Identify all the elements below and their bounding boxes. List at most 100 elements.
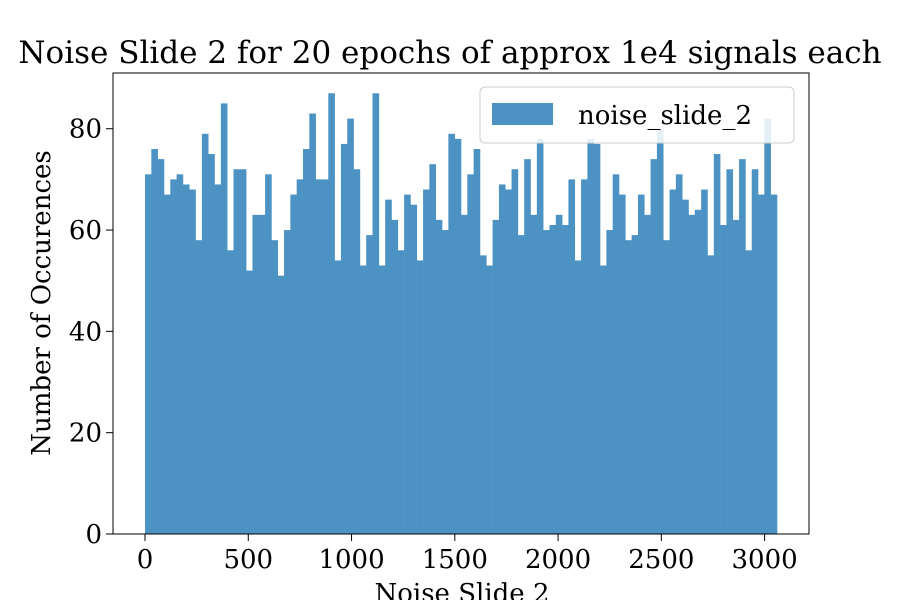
histogram-bar [745, 250, 753, 535]
histogram-bar [303, 148, 310, 534]
histogram-bar [233, 169, 241, 534]
histogram-bar [461, 214, 468, 534]
histogram-bar [435, 219, 443, 534]
histogram-bar [536, 138, 544, 534]
histogram-bar [751, 169, 759, 534]
histogram-bar [770, 194, 778, 535]
histogram-bar [227, 250, 234, 535]
histogram-bar [385, 199, 392, 534]
histogram-bar [391, 219, 399, 534]
histogram-bar [492, 219, 500, 534]
histogram-bar [258, 214, 266, 534]
histogram-bar [644, 214, 651, 534]
histogram-bar [543, 230, 550, 535]
histogram-bar [549, 224, 557, 534]
histogram-bar [290, 194, 297, 535]
histogram-bar [713, 154, 721, 535]
histogram-bar [296, 179, 304, 534]
histogram-bar [688, 214, 696, 534]
histogram-bar [618, 194, 626, 535]
histogram-bar [284, 230, 291, 535]
histogram-bar [473, 148, 481, 534]
legend-label: noise_slide_2 [578, 101, 752, 131]
histogram-bar [581, 179, 588, 534]
histogram-bars [145, 93, 778, 535]
y-tick-label: 60 [69, 216, 102, 246]
histogram-bar [637, 194, 645, 535]
histogram-bar [309, 113, 316, 535]
histogram-bar [486, 265, 493, 534]
histogram-bar [214, 184, 222, 534]
x-axis: 0 500 1000 1500 2000 2500 3000 [137, 534, 798, 575]
histogram-bar [334, 260, 342, 534]
y-tick-label: 0 [85, 520, 102, 550]
histogram-bar [568, 179, 576, 534]
histogram-bar [442, 230, 449, 535]
histogram-bar [397, 250, 405, 535]
y-tick-label: 80 [69, 115, 102, 145]
histogram-bar [359, 265, 367, 534]
histogram-bar [429, 164, 437, 534]
histogram-bar [448, 133, 455, 535]
histogram-bar [277, 275, 285, 534]
histogram-bar [574, 260, 582, 534]
histogram-bar [404, 194, 411, 535]
histogram-bar [416, 260, 424, 534]
histogram-bar [631, 235, 639, 534]
histogram-bar [612, 174, 620, 535]
histogram-bar [145, 174, 152, 535]
histogram-bar [694, 209, 702, 534]
histogram-bar [157, 159, 165, 534]
histogram-bar [663, 240, 670, 534]
histogram-bar [656, 128, 664, 534]
y-axis: 0 20 40 60 80 [69, 115, 113, 550]
x-tick-label: 1500 [422, 545, 488, 575]
histogram-bar [151, 148, 158, 534]
histogram-bar [328, 93, 335, 534]
histogram-bar [587, 138, 595, 534]
histogram-bar [182, 184, 190, 534]
legend-box [479, 86, 795, 144]
histogram-bar [511, 169, 519, 534]
histogram-bar [739, 159, 746, 534]
histogram-bar [600, 265, 607, 534]
histogram-bar [562, 224, 569, 534]
histogram-bar [732, 219, 740, 534]
chart-title: Noise Slide 2 for 20 epochs of approx 1e… [18, 35, 881, 71]
histogram-bar [265, 174, 272, 535]
legend: noise_slide_2 [479, 86, 795, 144]
legend-swatch [492, 103, 553, 125]
histogram-bar [720, 224, 727, 534]
x-tick-label: 500 [223, 545, 273, 575]
histogram-bar [524, 159, 531, 534]
histogram-bar [366, 235, 373, 534]
histogram-bar [675, 174, 683, 535]
y-axis-label: Number of Occurences [27, 150, 57, 455]
histogram-bar [201, 133, 209, 535]
histogram-bar [410, 204, 418, 534]
y-tick-label: 40 [69, 317, 102, 347]
histogram-bar [321, 179, 329, 534]
histogram-bar [701, 189, 708, 534]
histogram-bar [372, 93, 380, 534]
histogram-bar [163, 194, 171, 535]
histogram-bar [195, 240, 203, 534]
histogram-bar [682, 199, 689, 534]
histogram-bar [467, 174, 474, 535]
x-axis-label: Noise Slide 2 [375, 579, 550, 600]
x-tick-label: 3000 [732, 545, 798, 575]
histogram-bar [423, 189, 430, 534]
histogram-bar [606, 230, 613, 535]
histogram-bar [189, 189, 196, 534]
histogram-bar [176, 174, 184, 535]
histogram-bar [650, 159, 658, 534]
histogram-bar [347, 118, 354, 534]
histogram-bar [530, 214, 538, 534]
x-tick-label: 0 [137, 545, 154, 575]
histogram-bar [625, 240, 632, 534]
histogram-bar [505, 189, 512, 534]
histogram-bar [555, 214, 563, 534]
histogram-bar [239, 169, 247, 534]
histogram-bar [208, 154, 215, 535]
